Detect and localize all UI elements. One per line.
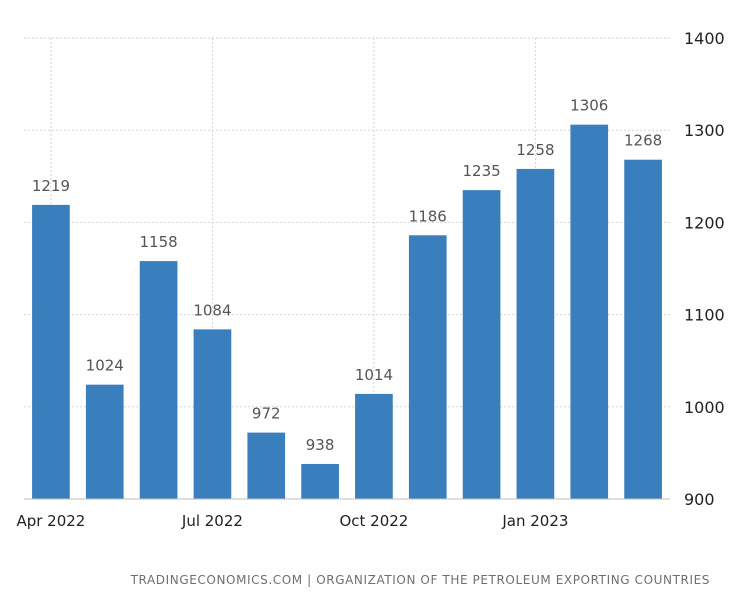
data-label: 1084	[193, 301, 231, 319]
data-label: 972	[252, 405, 281, 423]
y-tick-label-1100: 1100	[684, 306, 725, 325]
x-tick-label: Apr 2022	[16, 512, 85, 530]
bar-feb-2023	[570, 124, 609, 499]
data-label: 1268	[624, 132, 662, 150]
x-tick-label: Oct 2022	[339, 512, 408, 530]
bar-aug-2022	[247, 432, 286, 499]
bar-jun-2022	[139, 261, 178, 499]
y-axis: 900 1000 1100 1200 1300 1400	[684, 29, 725, 509]
data-label: 1258	[516, 141, 554, 159]
bar-dec-2022	[462, 190, 501, 499]
data-label: 1186	[409, 207, 447, 225]
data-label: 1158	[139, 233, 177, 251]
y-tick-label-1200: 1200	[684, 213, 725, 232]
bars	[32, 124, 662, 500]
bar-mar-2023	[624, 159, 662, 500]
data-label: 1014	[355, 366, 393, 384]
data-label: 1235	[462, 162, 500, 180]
x-tick-label: Jan 2023	[501, 512, 568, 530]
bar-jan-2023	[516, 168, 555, 499]
y-tick-label-1000: 1000	[684, 398, 725, 417]
x-axis: Apr 2022 Jul 2022 Oct 2022 Jan 2023	[16, 498, 670, 530]
bar-jul-2022	[193, 329, 232, 499]
y-tick-label-900: 900	[684, 490, 715, 509]
data-label: 1306	[570, 97, 608, 115]
bar-may-2022	[85, 384, 124, 499]
source-attribution: TRADINGECONOMICS.COM | ORGANIZATION OF T…	[130, 573, 710, 587]
bar-sep-2022	[301, 463, 339, 499]
bar-oct-2022	[355, 393, 393, 499]
y-tick-label-1300: 1300	[684, 121, 725, 140]
data-label: 1024	[86, 357, 124, 375]
y-tick-label-1400: 1400	[684, 29, 725, 48]
data-label: 1219	[32, 177, 70, 195]
bar-apr-2022	[32, 204, 70, 499]
data-labels: 1219 1024 1158 1084 972 938 1014 1186 1235 1258 13…	[32, 97, 662, 454]
x-tick-label: Jul 2022	[181, 512, 243, 530]
data-label: 938	[306, 436, 335, 454]
bar-nov-2022	[408, 235, 447, 500]
